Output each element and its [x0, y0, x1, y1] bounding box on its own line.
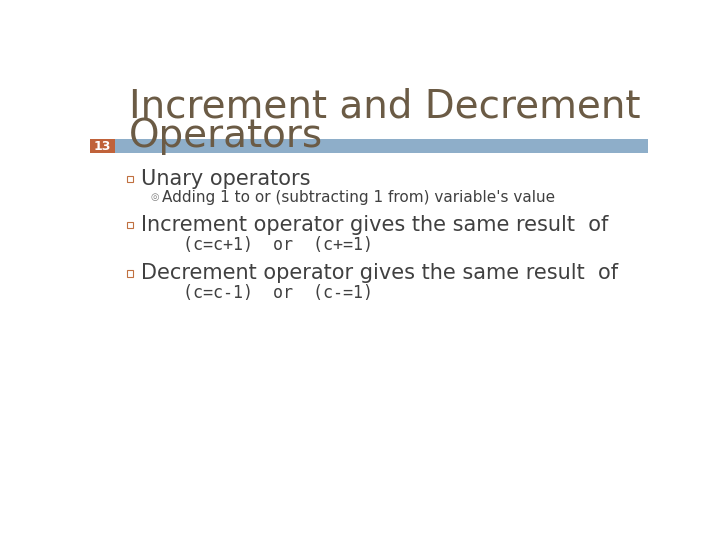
Text: ◎: ◎ — [150, 192, 159, 202]
Text: 13: 13 — [94, 140, 111, 153]
Text: Adding 1 to or (subtracting 1 from) variable's value: Adding 1 to or (subtracting 1 from) vari… — [162, 190, 555, 205]
Bar — [90, 139, 648, 153]
Text: Increment operator gives the same result  of: Increment operator gives the same result… — [141, 215, 608, 235]
Text: (c=c+1)  or  (c+=1): (c=c+1) or (c+=1) — [183, 236, 373, 254]
Text: (c=c-1)  or  (c-=1): (c=c-1) or (c-=1) — [183, 285, 373, 302]
Text: Increment and Decrement: Increment and Decrement — [129, 88, 640, 126]
Bar — [127, 176, 133, 182]
Text: Decrement operator gives the same result  of: Decrement operator gives the same result… — [141, 264, 618, 284]
Bar — [127, 222, 133, 228]
Bar — [90, 139, 114, 153]
Text: Operators: Operators — [129, 117, 323, 155]
Bar — [127, 271, 133, 276]
Text: Unary operators: Unary operators — [141, 169, 310, 189]
